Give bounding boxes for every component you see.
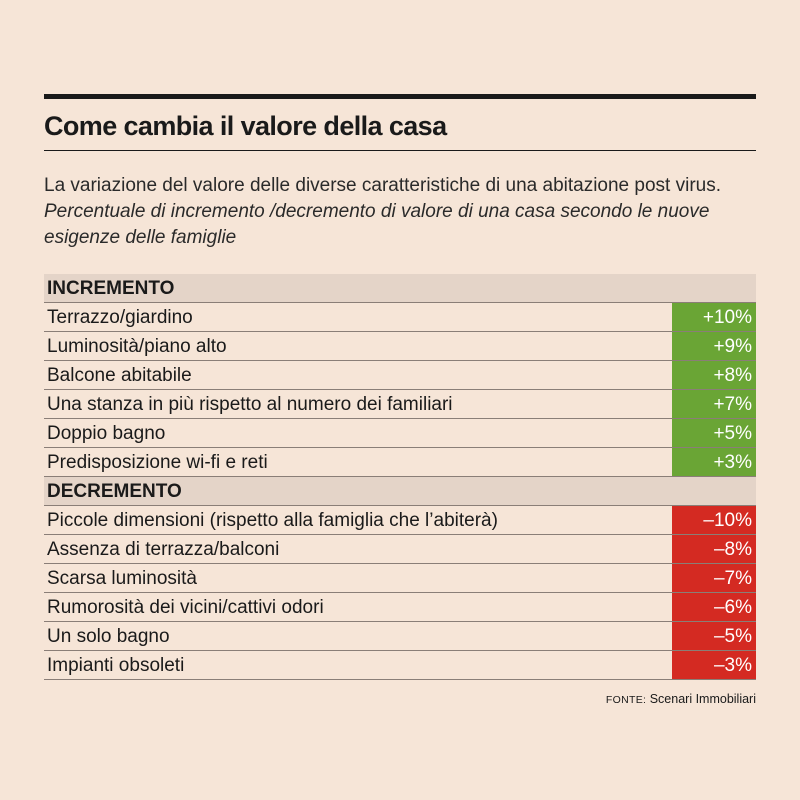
decrease-value: –7% [672, 564, 756, 592]
table-row: Rumorosità dei vicini/cattivi odori –6% [44, 593, 756, 622]
table-row: Piccole dimensioni (rispetto alla famigl… [44, 506, 756, 535]
description: La variazione del valore delle diverse c… [44, 173, 756, 251]
row-label: Impianti obsoleti [47, 655, 185, 676]
table-row: Balcone abitabile +8% [44, 361, 756, 390]
increase-value: +10% [672, 303, 756, 331]
infographic: Come cambia il valore della casa La vari… [44, 94, 756, 680]
table-row: Doppio bagno +5% [44, 419, 756, 448]
decrease-value: –5% [672, 622, 756, 650]
table-row: Luminosità/piano alto +9% [44, 332, 756, 361]
increase-value: +8% [672, 361, 756, 389]
row-label: Predisposizione wi-fi e reti [47, 452, 268, 473]
table-row: Predisposizione wi-fi e reti +3% [44, 448, 756, 477]
row-label: Assenza di terrazza/balconi [47, 539, 280, 560]
increase-value: +7% [672, 390, 756, 418]
source-label: FONTE: [605, 694, 647, 706]
description-sub: Percentuale di incremento /decremento di… [44, 201, 710, 248]
section-header-decremento: DECREMENTO [44, 477, 756, 506]
table-row: Scarsa luminosità –7% [44, 564, 756, 593]
row-label: Balcone abitabile [47, 365, 192, 386]
row-label: Rumorosità dei vicini/cattivi odori [47, 597, 324, 618]
decrease-value: –3% [672, 651, 756, 679]
row-label: Un solo bagno [47, 626, 170, 647]
row-label: Piccole dimensioni (rispetto alla famigl… [47, 510, 498, 531]
table-row: Una stanza in più rispetto al numero dei… [44, 390, 756, 419]
source-note: FONTE: Scenari Immobiliari [606, 692, 756, 706]
row-label: Luminosità/piano alto [47, 336, 227, 357]
increase-value: +3% [672, 448, 756, 476]
title-divider [44, 150, 756, 151]
page-title: Come cambia il valore della casa [44, 111, 447, 141]
row-label: Scarsa luminosità [47, 568, 197, 589]
description-main: La variazione del valore delle diverse c… [44, 175, 721, 196]
section-header-incremento: INCREMENTO [44, 274, 756, 303]
table-row: Impianti obsoleti –3% [44, 651, 756, 680]
row-label: Doppio bagno [47, 423, 166, 444]
decrease-value: –8% [672, 535, 756, 563]
data-table: INCREMENTO Terrazzo/giardino +10% Luminosit… [44, 274, 756, 680]
row-label: Una stanza in più rispetto al numero dei… [47, 394, 453, 415]
table-row: Un solo bagno –5% [44, 622, 756, 651]
table-row: Terrazzo/giardino +10% [44, 303, 756, 332]
top-rule [44, 94, 756, 99]
decrease-value: –10% [672, 506, 756, 534]
increase-value: +9% [672, 332, 756, 360]
source-text: Scenari Immobiliari [649, 692, 756, 706]
row-label: Terrazzo/giardino [47, 307, 193, 328]
increase-value: +5% [672, 419, 756, 447]
decrease-value: –6% [672, 593, 756, 621]
table-row: Assenza di terrazza/balconi –8% [44, 535, 756, 564]
